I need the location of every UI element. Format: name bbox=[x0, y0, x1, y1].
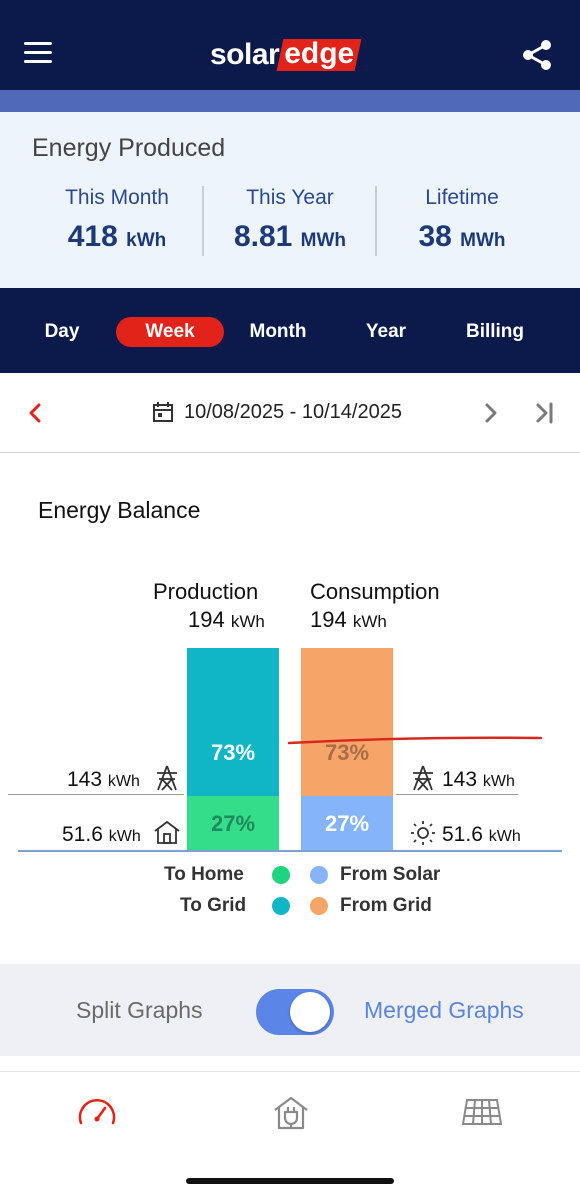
house-icon bbox=[154, 820, 180, 844]
tab-day[interactable]: Day bbox=[44, 321, 80, 342]
left-divider bbox=[8, 794, 184, 795]
production-to-grid-percent: 73% bbox=[210, 740, 256, 765]
date-range-label[interactable]: 10/08/2025 - 10/14/2025 bbox=[184, 401, 402, 423]
right-solar-value: 51.6 kWh bbox=[442, 823, 521, 847]
right-grid-value: 143 kWh bbox=[442, 768, 515, 792]
legend-from-grid: From Grid bbox=[340, 895, 432, 916]
energy-produced-panel: Energy Produced This Month 418 kWh This … bbox=[0, 112, 580, 288]
logo-text-solar: solar bbox=[210, 38, 280, 71]
house-plug-icon[interactable] bbox=[270, 1092, 312, 1134]
top-bar: solar edge bbox=[0, 0, 580, 90]
stat-number: 8.81 bbox=[233, 220, 293, 253]
stat-label: This Year bbox=[246, 186, 334, 209]
production-to-home-segment: 27% bbox=[187, 796, 279, 851]
skip-to-end-icon[interactable] bbox=[530, 399, 558, 427]
graph-mode-toggle-bar: Split Graphs Merged Graphs bbox=[0, 964, 580, 1056]
period-tabs: Day Week Month Year Billing bbox=[0, 288, 580, 373]
consumption-total-unit: kWh bbox=[352, 612, 387, 631]
right-solar-unit: kWh bbox=[488, 828, 521, 845]
consumption-total-value: 194 bbox=[310, 607, 347, 632]
hamburger-icon[interactable] bbox=[24, 42, 52, 64]
solaredge-logo: solar edge bbox=[210, 37, 362, 72]
stat-unit: kWh bbox=[126, 230, 167, 251]
right-divider bbox=[396, 794, 518, 795]
consumption-from-solar-percent: 27% bbox=[324, 810, 370, 836]
legend-to-grid: To Grid bbox=[180, 895, 247, 916]
sun-icon bbox=[411, 821, 435, 845]
right-grid-number: 143 bbox=[442, 768, 478, 791]
energy-produced-title: Energy Produced bbox=[32, 134, 226, 162]
legend-dot-from-solar bbox=[310, 866, 328, 884]
consumption-from-solar-segment: 27% bbox=[301, 796, 393, 851]
stat-divider bbox=[375, 186, 377, 256]
switch-knob bbox=[290, 992, 330, 1032]
energy-balance-title: Energy Balance bbox=[38, 497, 201, 523]
left-grid-number: 143 bbox=[67, 768, 103, 791]
right-solar-number: 51.6 bbox=[442, 823, 483, 846]
legend-dot-from-grid bbox=[310, 897, 328, 915]
consumption-total: 194 kWh bbox=[310, 607, 387, 633]
legend-dot-to-grid bbox=[272, 897, 290, 915]
left-home-unit: kWh bbox=[108, 828, 141, 845]
date-navigator: 10/08/2025 - 10/14/2025 bbox=[0, 373, 580, 453]
tab-billing[interactable]: Billing bbox=[465, 321, 525, 342]
tab-year[interactable]: Year bbox=[365, 321, 407, 342]
tab-week[interactable]: Week bbox=[116, 317, 224, 347]
stat-lifetime: Lifetime 38 MWh bbox=[377, 186, 547, 254]
stat-label: This Month bbox=[65, 186, 169, 209]
red-annotation-line bbox=[287, 736, 543, 745]
legend-dot-to-home bbox=[272, 866, 290, 884]
home-indicator bbox=[186, 1178, 394, 1184]
stat-number: 418 bbox=[67, 220, 118, 253]
production-total-unit: kWh bbox=[230, 612, 265, 631]
graph-mode-switch[interactable] bbox=[256, 989, 334, 1035]
solar-panel-layout-icon[interactable] bbox=[461, 1092, 503, 1134]
header-accent-band bbox=[0, 90, 580, 112]
left-grid-unit: kWh bbox=[107, 773, 140, 790]
left-home-value: 51.6 kWh bbox=[62, 823, 141, 847]
stat-value: 418 kWh bbox=[32, 220, 202, 254]
consumption-heading: Consumption bbox=[310, 579, 440, 604]
stat-divider bbox=[202, 186, 204, 256]
share-icon[interactable] bbox=[520, 38, 554, 72]
legend-from-solar: From Solar bbox=[340, 864, 441, 885]
tab-month[interactable]: Month bbox=[249, 321, 307, 342]
consumption-from-grid-segment: 73% bbox=[301, 648, 393, 796]
production-to-grid-segment: 73% bbox=[187, 648, 279, 796]
stat-unit: MWh bbox=[300, 230, 347, 251]
stat-value: 38 MWh bbox=[377, 220, 547, 254]
logo-text-edge: edge bbox=[284, 37, 355, 70]
stat-label: Lifetime bbox=[425, 186, 499, 209]
chevron-right-icon[interactable] bbox=[476, 399, 504, 427]
production-total: 194 kWh bbox=[188, 607, 265, 633]
logo-badge-edge: edge bbox=[276, 37, 362, 71]
production-total-value: 194 bbox=[188, 607, 225, 632]
power-tower-icon bbox=[413, 765, 433, 791]
chevron-left-icon[interactable] bbox=[22, 399, 50, 427]
legend-to-home: To Home bbox=[164, 864, 244, 885]
stat-this-year: This Year 8.81 MWh bbox=[205, 186, 375, 254]
calendar-icon bbox=[153, 402, 173, 422]
stat-unit: MWh bbox=[460, 230, 506, 251]
stat-this-month: This Month 418 kWh bbox=[32, 186, 202, 254]
merged-graphs-label[interactable]: Merged Graphs bbox=[364, 997, 524, 1023]
chart-baseline bbox=[18, 850, 562, 852]
right-grid-unit: kWh bbox=[482, 773, 515, 790]
split-graphs-label[interactable]: Split Graphs bbox=[76, 997, 203, 1023]
dashboard-gauge-icon[interactable] bbox=[76, 1092, 118, 1134]
production-heading: Production bbox=[153, 579, 259, 604]
bottom-nav-divider bbox=[0, 1071, 580, 1072]
stat-number: 38 bbox=[418, 220, 452, 253]
stat-value: 8.81 MWh bbox=[205, 220, 375, 254]
left-home-number: 51.6 bbox=[62, 823, 103, 846]
production-to-home-percent: 27% bbox=[210, 810, 256, 836]
consumption-from-grid-percent: 73% bbox=[324, 740, 370, 765]
power-tower-icon bbox=[157, 765, 177, 791]
left-grid-value: 143 kWh bbox=[67, 768, 140, 792]
